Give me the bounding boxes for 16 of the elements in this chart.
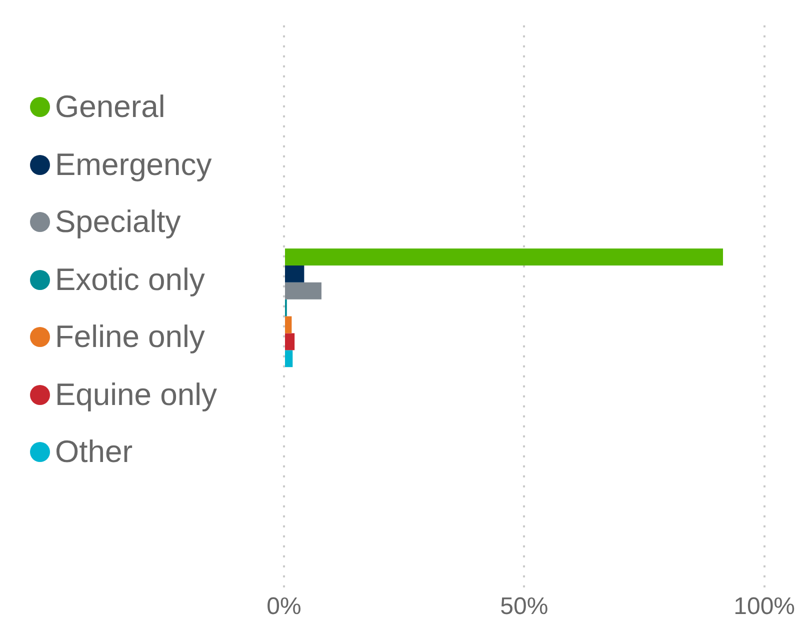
bar (285, 282, 322, 300)
legend-label: Equine only (55, 376, 218, 412)
legend-label: General (55, 89, 166, 125)
x-tick-label: 50% (500, 593, 548, 620)
legend-label: Emergency (55, 146, 212, 182)
bar (285, 248, 723, 266)
x-tick-label: 100% (734, 593, 796, 620)
bar (285, 333, 295, 350)
legend-label: Other (55, 434, 133, 470)
legend-label: Feline only (55, 319, 205, 355)
bar (285, 350, 293, 368)
legend-label: Specialty (55, 204, 181, 240)
x-tick-label: 0% (266, 593, 302, 620)
legend-label: Exotic only (55, 262, 205, 298)
bar (285, 265, 304, 282)
bar (285, 316, 292, 334)
